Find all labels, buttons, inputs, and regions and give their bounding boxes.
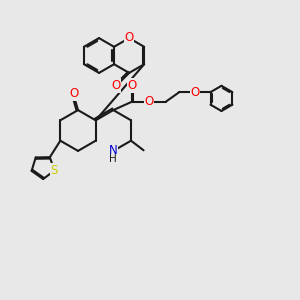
- Text: O: O: [190, 85, 200, 99]
- Text: H: H: [110, 154, 117, 164]
- Text: O: O: [69, 87, 78, 101]
- Text: O: O: [127, 79, 136, 92]
- Text: N: N: [109, 144, 118, 158]
- Text: O: O: [124, 31, 134, 44]
- Text: S: S: [51, 164, 58, 177]
- Text: O: O: [111, 79, 121, 92]
- Text: O: O: [144, 95, 153, 108]
